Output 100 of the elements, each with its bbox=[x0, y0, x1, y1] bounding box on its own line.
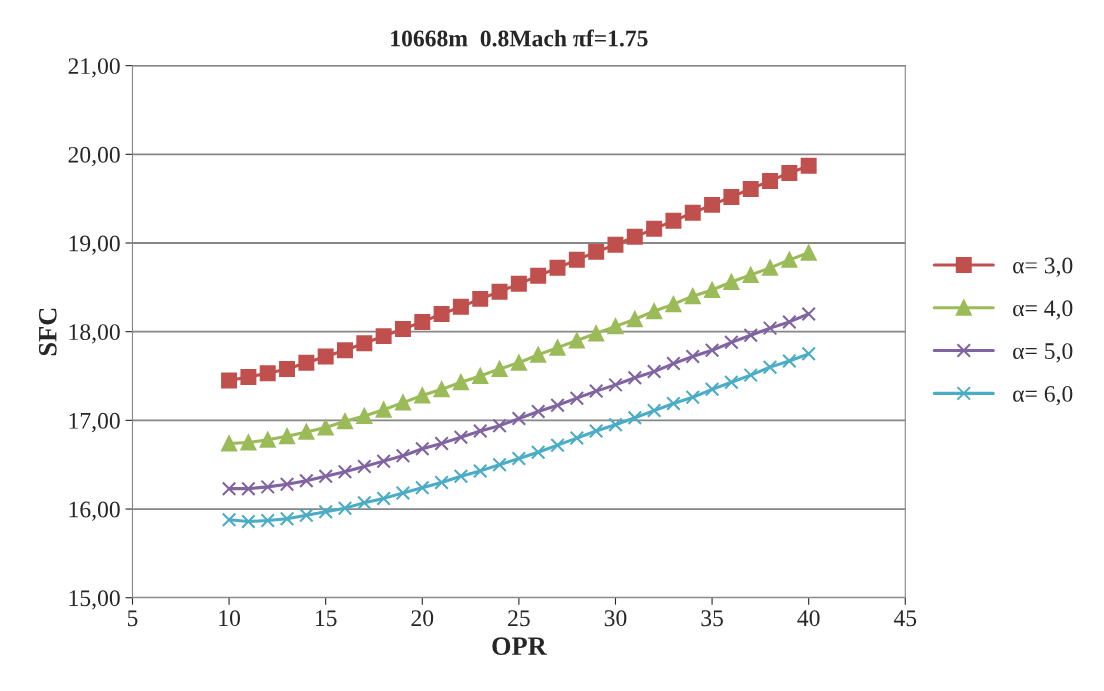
point bbox=[299, 473, 314, 488]
point bbox=[492, 418, 507, 433]
point bbox=[240, 368, 257, 385]
y-tick-label: 21,00 bbox=[68, 58, 120, 78]
point bbox=[568, 332, 585, 349]
point bbox=[259, 365, 276, 382]
point bbox=[626, 228, 643, 245]
point bbox=[317, 419, 334, 436]
point bbox=[530, 444, 546, 460]
y-tick-label: 17,00 bbox=[69, 412, 120, 433]
point bbox=[318, 468, 333, 484]
point bbox=[453, 468, 469, 484]
point bbox=[394, 394, 411, 411]
point bbox=[337, 413, 353, 430]
legend-label: α= 3,0 bbox=[1013, 257, 1073, 277]
point bbox=[627, 370, 643, 386]
point bbox=[800, 157, 817, 174]
point bbox=[550, 397, 565, 413]
x-tick-label: 20 bbox=[411, 610, 434, 627]
point bbox=[453, 429, 469, 445]
point bbox=[782, 353, 797, 369]
point bbox=[337, 500, 353, 516]
point bbox=[723, 274, 740, 290]
point bbox=[492, 457, 507, 472]
point bbox=[530, 346, 547, 363]
point bbox=[240, 434, 257, 451]
point bbox=[666, 356, 681, 371]
point bbox=[241, 514, 256, 529]
y-tick-label: 18,00 bbox=[69, 324, 120, 344]
point bbox=[801, 346, 816, 362]
point bbox=[588, 423, 604, 439]
point bbox=[221, 481, 237, 496]
point bbox=[434, 475, 449, 490]
point bbox=[433, 305, 450, 322]
point bbox=[357, 495, 372, 511]
point bbox=[646, 220, 663, 237]
y-axis-title: SFC bbox=[38, 308, 57, 356]
point bbox=[801, 306, 816, 322]
point bbox=[743, 327, 759, 343]
point bbox=[241, 481, 256, 496]
point bbox=[627, 410, 643, 425]
point bbox=[743, 367, 759, 383]
x-tick-label: 5 bbox=[127, 610, 138, 627]
point bbox=[452, 374, 469, 391]
point bbox=[762, 359, 778, 375]
point bbox=[724, 374, 739, 390]
point bbox=[337, 464, 353, 480]
point bbox=[279, 476, 295, 492]
point bbox=[704, 343, 720, 358]
point bbox=[568, 251, 585, 268]
point bbox=[433, 381, 450, 398]
chart-title: 10668m 0.8Mach πf=1.75 bbox=[391, 29, 648, 47]
point bbox=[569, 430, 585, 446]
y-tick-label: 19,00 bbox=[69, 235, 120, 255]
point bbox=[684, 288, 701, 305]
point bbox=[376, 491, 391, 506]
point bbox=[646, 364, 662, 379]
point bbox=[511, 451, 527, 466]
point bbox=[395, 485, 411, 501]
point bbox=[279, 428, 296, 445]
x-tick-label: 35 bbox=[701, 610, 723, 627]
point bbox=[298, 423, 315, 440]
point bbox=[260, 479, 276, 495]
y-tick-label: 20,00 bbox=[68, 146, 120, 167]
point bbox=[472, 463, 488, 479]
x-tick-label: 10 bbox=[219, 610, 240, 627]
point bbox=[491, 360, 508, 377]
point bbox=[356, 335, 373, 352]
point bbox=[337, 342, 353, 359]
point bbox=[762, 259, 779, 276]
point bbox=[742, 266, 759, 283]
point bbox=[762, 320, 778, 336]
point bbox=[221, 512, 237, 527]
point bbox=[472, 290, 489, 307]
point bbox=[549, 259, 566, 276]
x-tick-label: 15 bbox=[315, 610, 337, 627]
point bbox=[608, 377, 623, 393]
point bbox=[299, 507, 314, 523]
point bbox=[434, 436, 449, 451]
point bbox=[646, 403, 662, 418]
point bbox=[510, 275, 527, 292]
point bbox=[782, 314, 797, 330]
x-axis-title: OPR bbox=[492, 637, 547, 656]
point bbox=[221, 372, 238, 389]
x-tick-label: 25 bbox=[508, 610, 530, 627]
point bbox=[646, 303, 663, 320]
point bbox=[550, 437, 565, 453]
point bbox=[781, 251, 798, 268]
point bbox=[298, 354, 315, 371]
point bbox=[685, 390, 701, 405]
point bbox=[491, 283, 508, 300]
point bbox=[414, 480, 430, 496]
point bbox=[510, 354, 527, 371]
point bbox=[588, 325, 605, 342]
point bbox=[569, 390, 585, 406]
point bbox=[414, 387, 431, 404]
point bbox=[356, 407, 373, 424]
y-tick-label: 16,00 bbox=[69, 501, 120, 521]
point bbox=[588, 243, 605, 260]
point bbox=[704, 196, 721, 213]
